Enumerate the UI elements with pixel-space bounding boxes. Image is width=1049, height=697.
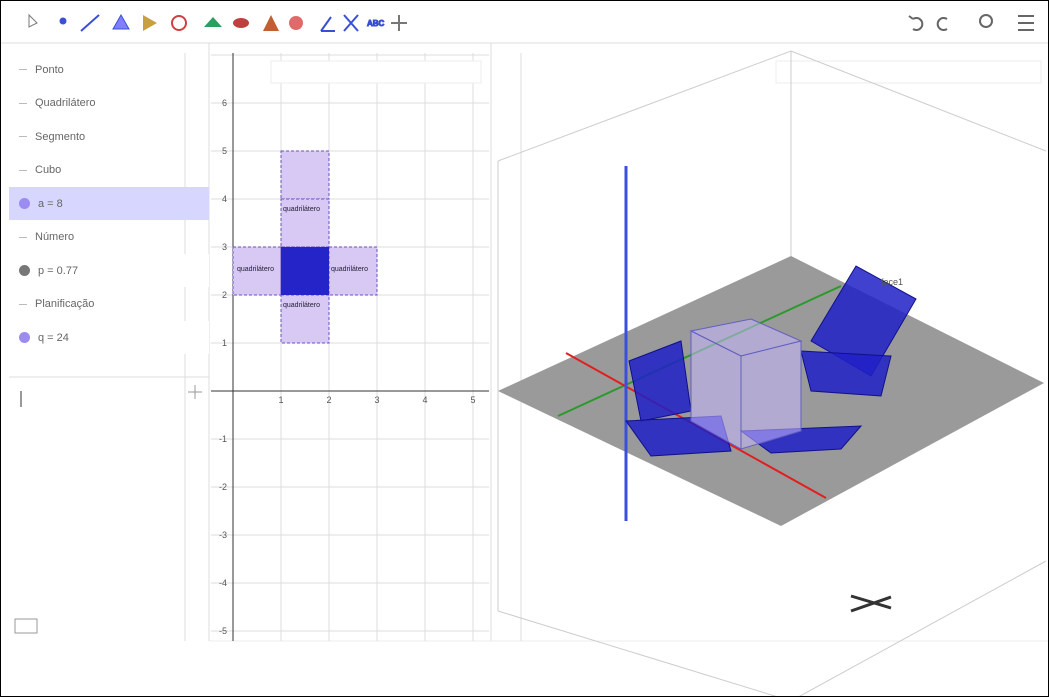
item-label: Quadrilátero xyxy=(35,97,96,109)
item-label: Segmento xyxy=(35,130,86,143)
x-tick-label: 5 xyxy=(470,395,475,405)
y-tick-label: -5 xyxy=(219,626,227,636)
cube xyxy=(689,318,803,450)
y-tick-label: 5 xyxy=(222,146,227,156)
toolbar-icons[interactable]: ABC xyxy=(28,13,1034,32)
group-toggle[interactable] xyxy=(19,169,27,171)
y-tick-label: 2 xyxy=(222,290,227,300)
algebra-group[interactable]: Cubo xyxy=(9,154,209,187)
bounding-box xyxy=(497,50,1047,696)
y-tick-label: 6 xyxy=(222,98,227,108)
text-tool[interactable]: ABC xyxy=(367,19,386,29)
item-label: Ponto xyxy=(35,63,64,76)
cone-tool[interactable] xyxy=(204,17,222,27)
circle-tool[interactable] xyxy=(171,15,187,31)
perpendicular-tool[interactable] xyxy=(112,13,130,30)
face-label: quadrilátero xyxy=(283,302,320,309)
sphere-tool[interactable] xyxy=(233,18,249,28)
undo-button[interactable] xyxy=(908,15,924,31)
move-view-tool[interactable] xyxy=(391,15,407,31)
group-toggle[interactable] xyxy=(19,69,27,70)
y-tick-label: -3 xyxy=(219,530,227,540)
style-bar[interactable] xyxy=(775,60,1042,84)
group-toggle[interactable] xyxy=(19,303,27,305)
graphics-2d: 1 2 3 4 5 -5 -4 -3 -2 -1 1 2 3 4 5 6 quadrilátero quadril… xyxy=(184,53,1042,641)
group-toggle[interactable] xyxy=(19,236,27,238)
item-label: Cubo xyxy=(35,164,62,176)
y-tick-label: -4 xyxy=(219,578,227,588)
net-tool[interactable] xyxy=(289,16,303,30)
algebra-group[interactable]: Quadrilátero xyxy=(9,87,209,120)
algebra-group[interactable]: Planificação xyxy=(9,288,209,321)
visibility-toggle[interactable] xyxy=(19,332,30,343)
face-label: quadrilátero xyxy=(237,266,274,273)
net-square xyxy=(280,198,330,248)
visibility-toggle[interactable] xyxy=(19,198,30,209)
y-tick-label: 4 xyxy=(222,194,227,204)
group-toggle[interactable] xyxy=(19,102,27,104)
rotate-view-icon[interactable] xyxy=(850,594,892,613)
algebra-group[interactable]: Número xyxy=(9,221,209,254)
algebra-item[interactable]: p = 0.77 xyxy=(9,254,209,287)
algebra-item[interactable]: a = 8 xyxy=(9,187,209,220)
prism-tool[interactable] xyxy=(263,15,279,31)
point-tool[interactable] xyxy=(59,17,67,25)
search-button[interactable] xyxy=(979,14,993,28)
net-square xyxy=(280,150,330,200)
x-tick-label: 2 xyxy=(326,395,331,405)
face-label: face1 xyxy=(881,277,903,287)
move-tool[interactable] xyxy=(28,13,38,28)
graphics-3d: face1 xyxy=(497,50,1047,696)
y-tick-label: -1 xyxy=(219,434,227,444)
add-button[interactable] xyxy=(188,385,202,399)
item-label: q = 24 xyxy=(38,331,69,344)
angle-tool[interactable] xyxy=(320,16,335,32)
algebra-group[interactable]: Segmento xyxy=(9,120,209,153)
face-label: quadrilátero xyxy=(331,266,368,273)
x-tick-label: 4 xyxy=(422,395,427,405)
group-toggle[interactable] xyxy=(19,136,27,137)
algebra-group[interactable]: Ponto xyxy=(9,53,209,86)
polygon-tool[interactable] xyxy=(143,15,157,31)
reflect-tool[interactable] xyxy=(343,14,359,32)
style-bar[interactable] xyxy=(270,60,482,84)
x-tick-label: 3 xyxy=(374,395,379,405)
item-label: a = 8 xyxy=(38,197,63,210)
visibility-toggle[interactable] xyxy=(19,265,30,276)
keyboard-button[interactable] xyxy=(14,618,38,634)
net-base xyxy=(281,247,329,295)
item-label: p = 0.77 xyxy=(38,264,79,277)
item-label: Número xyxy=(35,231,75,243)
y-tick-label: 3 xyxy=(222,242,227,252)
x-tick-label: 1 xyxy=(278,395,283,405)
net-faces xyxy=(625,265,917,457)
algebra-item[interactable]: q = 24 xyxy=(9,321,209,354)
y-tick-label: 1 xyxy=(222,338,227,348)
line-tool[interactable] xyxy=(80,14,100,32)
net-square xyxy=(280,294,330,344)
redo-button[interactable] xyxy=(936,17,948,31)
menu-button[interactable] xyxy=(1018,15,1034,31)
net-square xyxy=(328,246,378,296)
face-label: quadrilátero xyxy=(283,206,320,213)
item-label: Planificação xyxy=(35,298,95,310)
y-tick-label: -2 xyxy=(219,482,227,492)
